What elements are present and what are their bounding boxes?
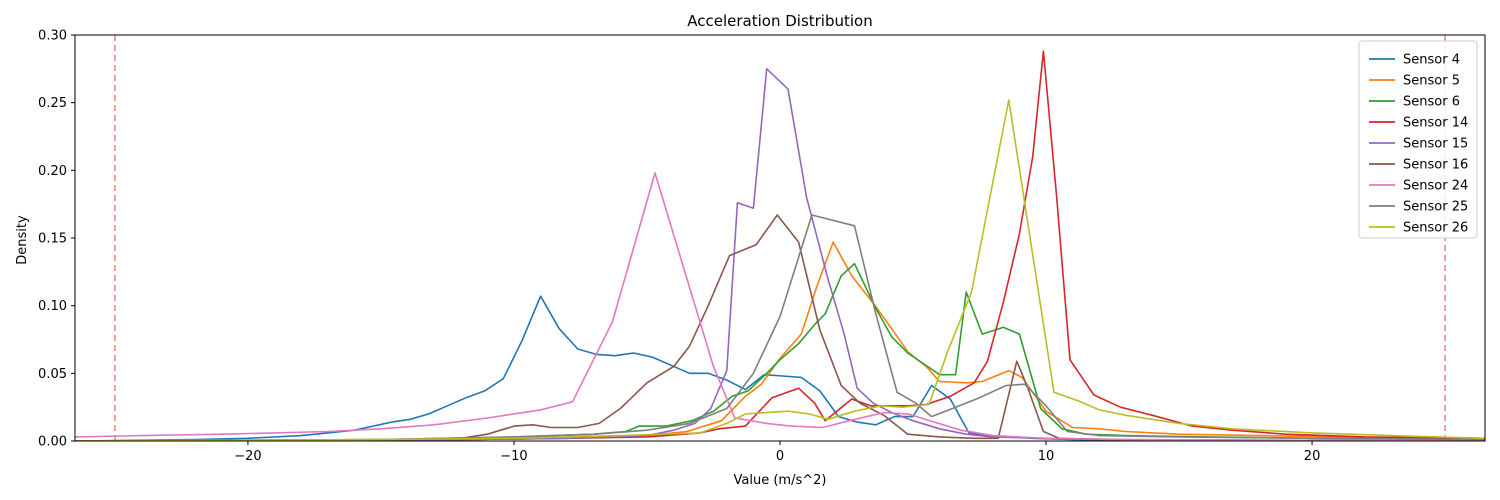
legend-label: Sensor 5 — [1403, 74, 1460, 89]
legend-label: Sensor 26 — [1403, 221, 1468, 236]
legend: Sensor 4 Sensor 5 Sensor 6 Sensor 14 Sensor … — [1358, 40, 1478, 239]
y-tick-label: 0.10 — [38, 299, 67, 314]
series-line-sensor-24 — [75, 172, 1485, 441]
series-line-sensor-15 — [75, 68, 1485, 441]
legend-label: Sensor 24 — [1403, 179, 1468, 194]
x-tick-label: −10 — [500, 449, 527, 464]
axes: −20 −10 0 10 20 0.00 0.05 0.10 0.15 0.20 0.25 0.30 — [38, 29, 1486, 464]
series-line-sensor-4 — [75, 295, 1485, 441]
series-line-sensor-14 — [75, 50, 1485, 441]
legend-label: Sensor 15 — [1403, 137, 1468, 152]
x-tick-label: 20 — [1304, 449, 1321, 464]
legend-label: Sensor 4 — [1403, 53, 1460, 68]
y-tick-label: 0.05 — [38, 367, 67, 382]
legend-label: Sensor 25 — [1403, 200, 1468, 215]
chart-title: Acceleration Distribution — [687, 12, 873, 30]
y-tick-label: 0.20 — [38, 164, 67, 179]
series-line-sensor-5 — [75, 241, 1485, 441]
x-tick-label: 0 — [776, 449, 784, 464]
plot-area — [75, 35, 1485, 441]
y-tick-label: 0.00 — [38, 435, 67, 450]
y-axis-label: Density — [15, 215, 30, 265]
series-line-sensor-25 — [75, 214, 1485, 441]
y-tick-label: 0.25 — [38, 96, 67, 111]
series-line-sensor-6 — [75, 262, 1485, 441]
x-tick-label: −20 — [234, 449, 261, 464]
x-tick-label: 10 — [1038, 449, 1055, 464]
series-line-sensor-26 — [75, 99, 1485, 441]
legend-box — [1358, 40, 1478, 239]
legend-label: Sensor 14 — [1403, 116, 1468, 131]
y-tick-label: 0.15 — [38, 232, 67, 247]
series-group — [75, 35, 1485, 441]
legend-label: Sensor 6 — [1403, 95, 1460, 110]
x-axis-label: Value (m/s^2) — [734, 473, 827, 488]
y-tick-label: 0.30 — [38, 29, 67, 44]
legend-label: Sensor 16 — [1403, 158, 1468, 173]
series-line-sensor-16 — [75, 214, 1485, 441]
